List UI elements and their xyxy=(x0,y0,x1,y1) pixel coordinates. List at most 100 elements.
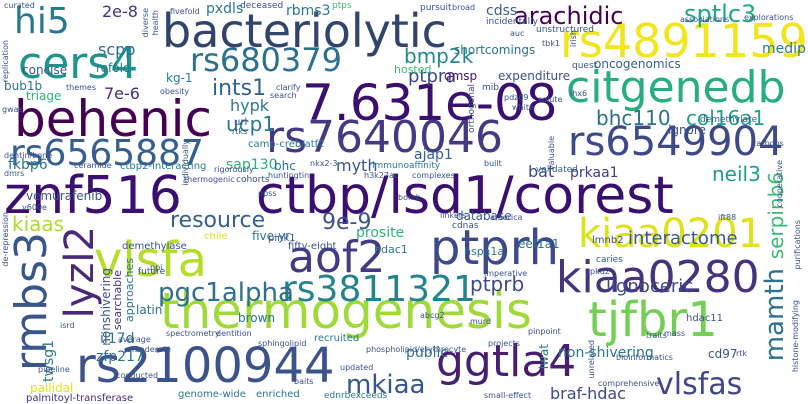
word-lhx6: lhx6 xyxy=(570,89,588,98)
word-clarify: clarify xyxy=(276,83,301,92)
word-shortcomings: shortcomings xyxy=(454,43,536,57)
word-health: health xyxy=(151,10,160,36)
word-chile: chile xyxy=(204,231,228,242)
word-zfp217: zfp217 xyxy=(96,349,144,365)
word-white: white xyxy=(512,103,534,112)
word-future: future xyxy=(138,267,166,277)
word-pallidal: pallidal xyxy=(30,381,74,395)
word-traits: traits xyxy=(646,331,667,340)
word-public: public xyxy=(406,345,449,361)
word-iwat: iwat xyxy=(537,344,551,370)
word-7e-6: 7e-6 xyxy=(104,84,140,103)
word-il17d: il17d xyxy=(100,331,135,347)
word-kiaa0280: kiaa0280 xyxy=(556,252,760,303)
word-brown: brown xyxy=(238,311,276,325)
word-associations: associations xyxy=(680,15,730,24)
word-ctbp2-interacting: ctbp2-interacting xyxy=(120,161,207,172)
word-themes: themes xyxy=(66,83,97,92)
word-pdzd9: pdzd9 xyxy=(504,93,529,102)
word-scpp: scpp xyxy=(98,40,136,59)
word-oncogenomics: oncogenomics xyxy=(594,57,681,71)
word-immunoaffinity: immunoaffinity xyxy=(372,161,441,171)
word-hypk: hypk xyxy=(230,96,270,115)
word-cooperative: cooperative xyxy=(775,160,784,208)
word-auc: auc xyxy=(510,29,525,38)
word-kg-1: kg-1 xyxy=(166,71,193,85)
word-cers4: cers4 xyxy=(18,38,139,89)
word-bacteriolytic: bacteriolytic xyxy=(162,4,447,58)
word-expenditure: expenditure xyxy=(498,69,571,83)
word-dentin-bone: dentin/bone xyxy=(4,151,53,160)
word-znf516: znf516 xyxy=(4,166,182,226)
word-purifications: purifications xyxy=(793,220,802,270)
word-carbons: carbons xyxy=(752,139,784,148)
word-vlsfa: vlsfa xyxy=(94,232,208,288)
word-hosted: hosted xyxy=(394,63,432,76)
word-spectrometry: spectrometry xyxy=(166,329,220,338)
word-mib: mib xyxy=(482,83,499,93)
word-myth: myth xyxy=(336,156,378,175)
word-rbms3: rbms3 xyxy=(286,3,331,19)
word-rs680379: rs680379 xyxy=(190,41,342,79)
word-resource: resource xyxy=(170,208,266,233)
word-9e-9: 9e-9 xyxy=(322,210,372,235)
word-fifty-eight: fifty-eight xyxy=(288,241,337,252)
word-ggtla4: ggtla4 xyxy=(436,336,577,387)
word-pursuit: pursuit xyxy=(420,3,452,13)
word-dmrs: dmrs xyxy=(4,169,25,178)
word-curated: curated xyxy=(4,1,35,10)
word-sphingolipid: sphingolipid xyxy=(258,339,307,348)
word-7-631e-08: 7.631e-08 xyxy=(302,74,558,132)
word-braf-hdac: braf-hdac xyxy=(550,384,626,403)
word-thermogenesis: thermogenesis xyxy=(160,282,532,340)
word-cdnas: cdnas xyxy=(452,221,479,231)
word-prkaa1: prkaa1 xyxy=(570,165,619,181)
word-behenic: behenic xyxy=(14,90,213,148)
word-medip: medip xyxy=(762,41,806,57)
word-validated: validated xyxy=(536,165,578,175)
word-deceased: deceased xyxy=(240,1,284,11)
word-neil3: neil3 xyxy=(712,162,761,186)
word-de-repression: de-repression xyxy=(1,212,10,267)
word-demethylate: demethylate xyxy=(700,115,758,125)
word-non-shivering: non-shivering xyxy=(558,345,654,361)
word-conducted: conducted xyxy=(116,371,159,380)
word-nkx2-3: nkx2-3 xyxy=(310,159,338,168)
word-aof2: aof2 xyxy=(288,232,386,283)
word-ucp1: ucp1 xyxy=(226,112,276,136)
word-explorations: explorations xyxy=(744,13,794,22)
word-h3k27ac: h3k27ac xyxy=(364,171,399,180)
word-ptprh: ptprh xyxy=(430,220,560,276)
word-pkd2: pkd2 xyxy=(590,267,610,276)
word-diverse: diverse xyxy=(141,8,150,38)
word-kiaas: kiaas xyxy=(12,212,65,236)
word-mass: mass xyxy=(664,329,686,338)
word-pgc1alpha: pgc1alpha xyxy=(158,278,294,308)
word-america: america xyxy=(490,213,523,222)
word-caries: caries xyxy=(596,255,623,265)
word-eef1a1: eef1a1 xyxy=(518,237,560,251)
word-url: url xyxy=(234,117,248,128)
word-ednrbexceeds: ednrbexceeds xyxy=(324,391,388,401)
word-sap130: sap130 xyxy=(226,157,278,173)
word-lmnb2: lmnb2 xyxy=(592,235,624,246)
word-recruited: recruited xyxy=(314,333,360,344)
word-average: average xyxy=(118,335,151,344)
word-citgenedb: citgenedb xyxy=(566,62,786,113)
word-vlsfas: vlsfas xyxy=(656,367,743,402)
word-tbk1: tbk1 xyxy=(542,39,560,48)
word-rs3811321: rs3811321 xyxy=(282,269,476,310)
word-prosite: prosite xyxy=(356,225,405,241)
word-lignoceric: lignoceric xyxy=(606,276,694,297)
word-solute: solute xyxy=(538,95,563,104)
word-interactome: interactome xyxy=(628,228,738,249)
word-bmp2k: bmp2k xyxy=(404,44,474,68)
word-incidentally: incidentally xyxy=(486,17,538,27)
word-search: search xyxy=(270,91,297,100)
word-rs7640046: rs7640046 xyxy=(266,112,503,163)
word-five-yr: five-yr xyxy=(252,229,291,243)
word-abcg2: abcg2 xyxy=(420,311,445,320)
word-2e-8: 2e-8 xyxy=(102,2,138,21)
word-palmitoyl-transferase: palmitoyl-transferase xyxy=(26,393,134,404)
